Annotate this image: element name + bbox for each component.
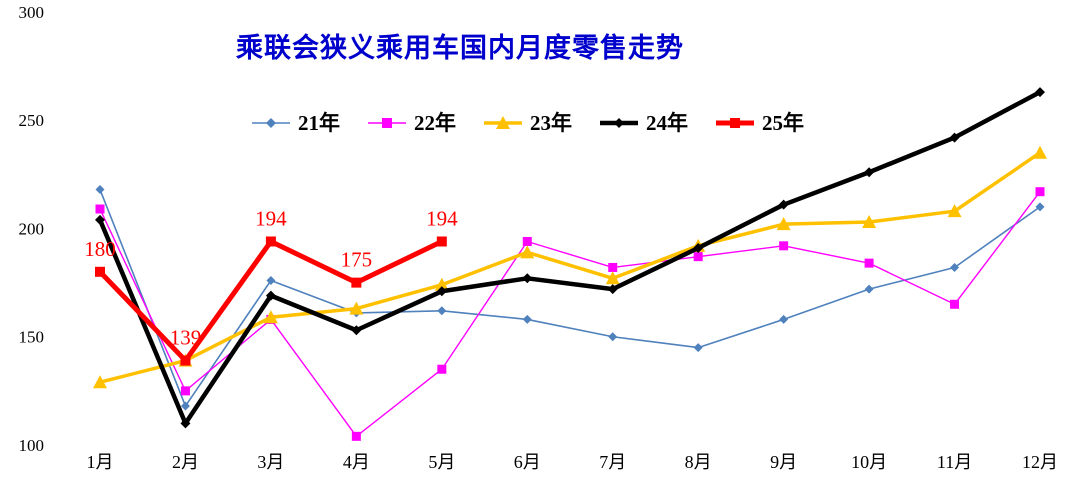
data-point-label-25年: 139 [170,326,202,350]
data-point-marker-24年 [436,286,447,297]
data-point-marker-23年 [349,301,364,315]
data-point-marker-24年 [778,199,789,210]
legend-item-21年: 21年 [252,111,340,135]
data-point-marker-25年 [351,277,362,288]
x-axis-tick-label: 5月 [428,452,455,472]
legend: 21年 22年 23年 24年 25年 [252,111,804,135]
y-axis-tick-label: 100 [19,436,45,455]
legend-item-23年: 23年 [484,111,572,135]
legend-label: 25年 [762,111,804,135]
data-point-marker-23年 [862,215,877,229]
y-axis-tick-label: 150 [19,328,45,347]
data-point-label-25年: 194 [255,206,287,230]
legend-marker-icon [266,118,276,128]
data-point-marker-23年 [947,204,962,218]
data-point-marker-23年 [605,271,620,285]
x-axis-tick-label: 11月 [937,452,972,472]
data-point-marker-24年 [180,418,191,429]
legend-marker-icon [382,118,392,128]
data-point-marker-21年 [693,343,703,353]
data-point-marker-21年 [437,306,447,316]
data-point-marker-22年 [864,258,874,268]
y-axis-tick-label: 300 [19,3,45,22]
legend-marker-icon [496,116,510,129]
data-point-marker-24年 [693,242,704,253]
data-point-marker-23年 [93,375,107,389]
data-point-marker-22年 [95,204,105,214]
data-point-marker-23年 [776,217,791,231]
x-axis-tick-label: 6月 [514,452,541,472]
legend-item-25年: 25年 [716,111,804,135]
data-point-marker-22年 [180,386,190,396]
data-point-marker-22年 [608,262,618,272]
data-point-marker-22年 [522,236,532,246]
data-point-marker-22年 [351,431,361,441]
data-point-marker-23年 [434,277,449,291]
data-point-marker-22年 [950,299,960,309]
x-axis-tick-label: 3月 [257,452,284,472]
data-point-marker-25年 [436,236,447,247]
data-point-marker-22年 [437,364,447,374]
data-point-marker-23年 [263,310,278,324]
x-axis-tick-label: 9月 [770,452,797,472]
data-point-marker-24年 [522,273,533,284]
data-point-marker-24年 [864,167,875,178]
data-point-marker-24年 [607,284,618,295]
legend-marker-icon [614,118,624,128]
data-point-marker-22年 [779,241,789,251]
x-axis-tick-label: 4月 [343,452,370,472]
x-axis-tick-label: 10月 [851,452,887,472]
legend-label: 22年 [414,111,456,135]
data-point-marker-21年 [180,401,190,411]
data-point-marker-25年 [95,266,105,277]
legend-item-22年: 22年 [368,111,456,135]
data-point-marker-21年 [608,332,618,342]
data-point-marker-24年 [1035,87,1045,98]
legend-item-24年: 24年 [600,111,688,135]
data-point-marker-21年 [1035,202,1045,212]
series-line-22年 [99,190,1041,438]
data-point-marker-22年 [693,252,703,262]
legend-label: 24年 [646,111,688,135]
data-point-marker-24年 [265,290,276,301]
data-point-marker-21年 [522,314,532,324]
data-point-label-25年: 194 [426,206,458,230]
x-axis-tick-label: 1月 [87,452,114,472]
legend-label: 23年 [530,111,572,135]
data-point-marker-25年 [265,236,276,247]
data-point-marker-21年 [266,275,276,285]
series-line-23年 [98,150,1042,384]
data-point-marker-24年 [949,132,960,143]
data-point-marker-22年 [1035,187,1045,197]
series-line-21年 [99,188,1041,407]
y-axis-tick-label: 200 [19,219,45,238]
data-point-marker-23年 [1033,145,1047,159]
data-point-marker-24年 [95,214,105,225]
data-point-marker-21年 [95,185,105,195]
x-axis-tick-label: 8月 [685,452,712,472]
data-point-marker-25年 [180,355,191,366]
x-axis-tick-label: 12月 [1022,452,1058,472]
chart-title: 乘联会狭义乘用车国内月度零售走势 [236,33,684,63]
data-point-label-25年: 175 [341,248,373,272]
y-axis-tick-label: 250 [19,111,45,130]
legend-label: 21年 [298,111,340,135]
data-point-marker-21年 [864,284,874,294]
legend-marker-icon [730,118,740,128]
data-point-label-25年: 180 [84,237,116,261]
x-axis-tick-label: 2月 [172,452,199,472]
data-point-marker-21年 [950,262,960,272]
data-point-marker-23年 [520,245,535,259]
data-point-marker-21年 [779,314,789,324]
x-axis-tick-label: 7月 [599,452,626,472]
series-line-24年 [97,89,1043,426]
data-point-marker-24年 [351,325,362,336]
